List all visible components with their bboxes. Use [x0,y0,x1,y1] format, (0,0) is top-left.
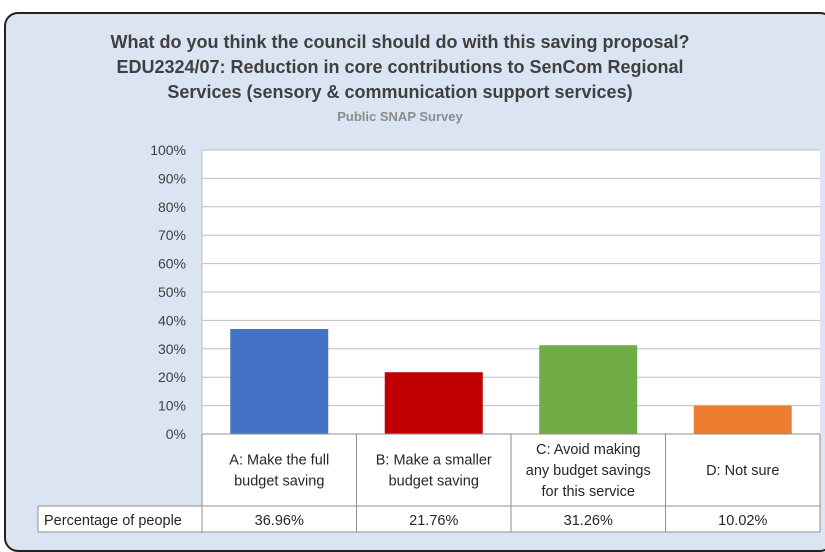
bar [539,345,638,434]
y-tick-label: 0% [166,426,186,442]
y-tick-label: 60% [158,256,186,272]
y-tick-label: 90% [158,170,186,186]
category-label: for this service [542,484,635,500]
category-label: D: Not sure [706,463,779,479]
value-label: 10.02% [718,513,767,529]
bar [693,405,792,434]
chart-title: What do you think the council should do … [40,30,760,105]
title-line-3: Services (sensory & communication suppor… [167,82,633,102]
y-tick-label: 40% [158,312,186,328]
y-tick-label: 10% [158,398,186,414]
table-value-row [38,506,820,532]
y-tick-label: 80% [158,199,186,215]
y-tick-label: 50% [158,284,186,300]
value-label: 36.96% [255,513,304,529]
category-label: budget saving [389,474,479,490]
value-label: 21.76% [409,513,458,529]
value-label: 31.26% [564,513,613,529]
category-label: B: Make a smaller [376,453,492,469]
category-label: any budget savings [526,463,651,479]
category-label: budget saving [234,474,324,490]
bar-chart: 0% 10% 20% 30% 40% 50% 60% 70% 80% 90% 100% A: Make… [37,142,821,533]
y-tick-label: 30% [158,341,186,357]
title-line-1: What do you think the council should do … [110,32,690,52]
y-tick-label: 20% [158,369,186,385]
category-label: C: Avoid making [536,442,641,458]
category-label: A: Make the full [229,453,329,469]
bar [384,372,483,434]
y-tick-label: 70% [158,227,186,243]
chart-subtitle: Public SNAP Survey [337,109,463,124]
bar [230,329,329,434]
series-label: Percentage of people [44,513,182,529]
title-line-2: EDU2324/07: Reduction in core contributi… [116,57,684,77]
y-tick-label: 100% [150,142,186,158]
